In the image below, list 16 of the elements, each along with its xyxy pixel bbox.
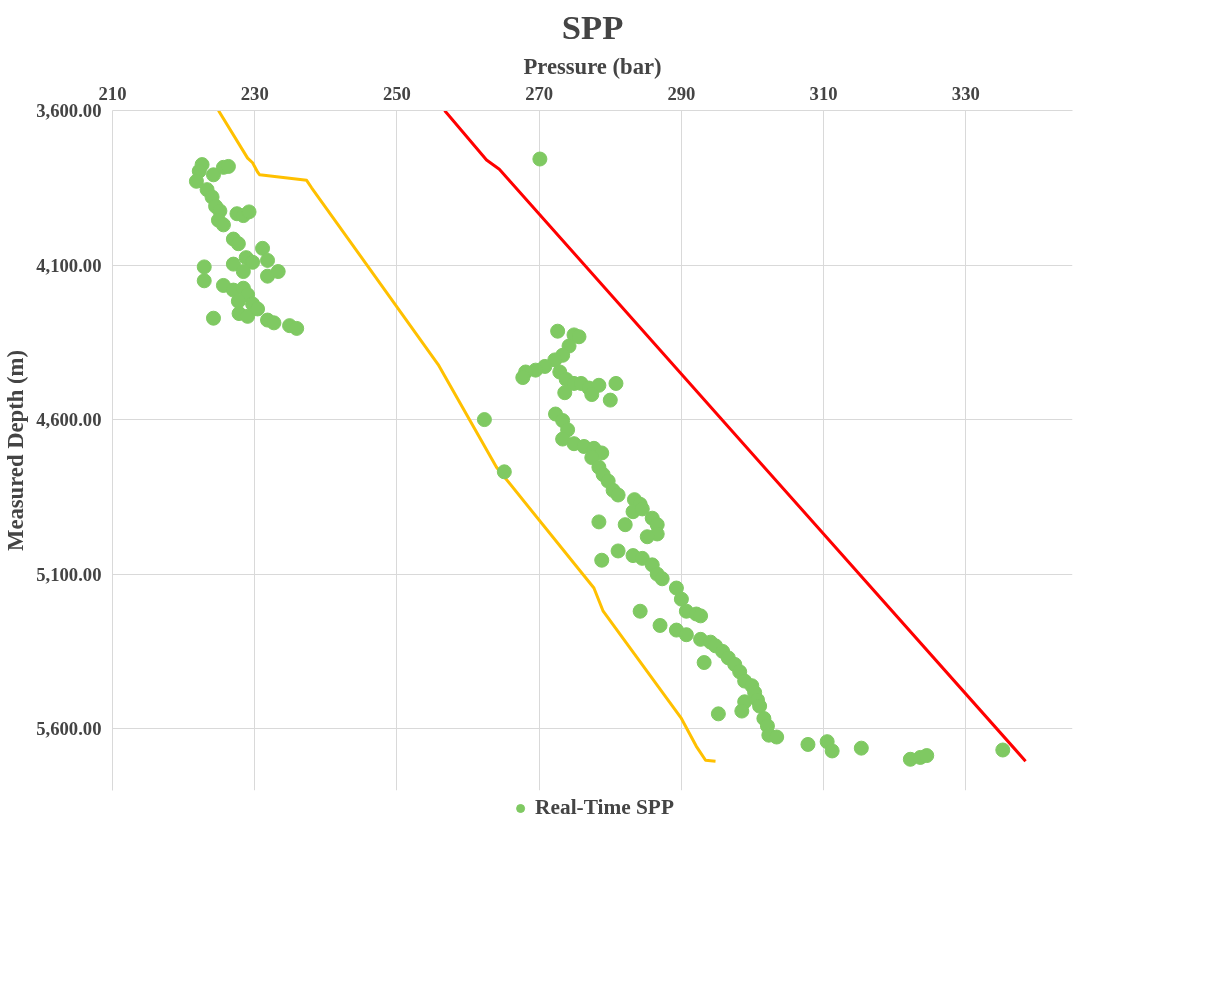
x-tick-label: 290 [667,82,696,104]
legend-label: Real-Time SPP [535,795,674,820]
y-axis-title: Measured Depth (m) [3,350,29,551]
y-tick-label: 4,600.00 [36,409,102,431]
x-tick-label: 270 [525,82,554,104]
line-series [443,110,1028,763]
y-tick-label: 5,100.00 [36,563,102,585]
chart-title: SPP [561,7,624,46]
x-tick-label: 310 [809,82,838,104]
x-tick-label: 250 [382,82,411,104]
y-tick-label: 4,100.00 [36,254,102,276]
line-series [216,110,718,763]
y-tick-label: 5,600.00 [36,718,102,740]
x-tick-label: 230 [240,82,269,104]
x-axis-title: Pressure (bar) [523,53,662,79]
x-tick-label: 330 [951,82,980,104]
